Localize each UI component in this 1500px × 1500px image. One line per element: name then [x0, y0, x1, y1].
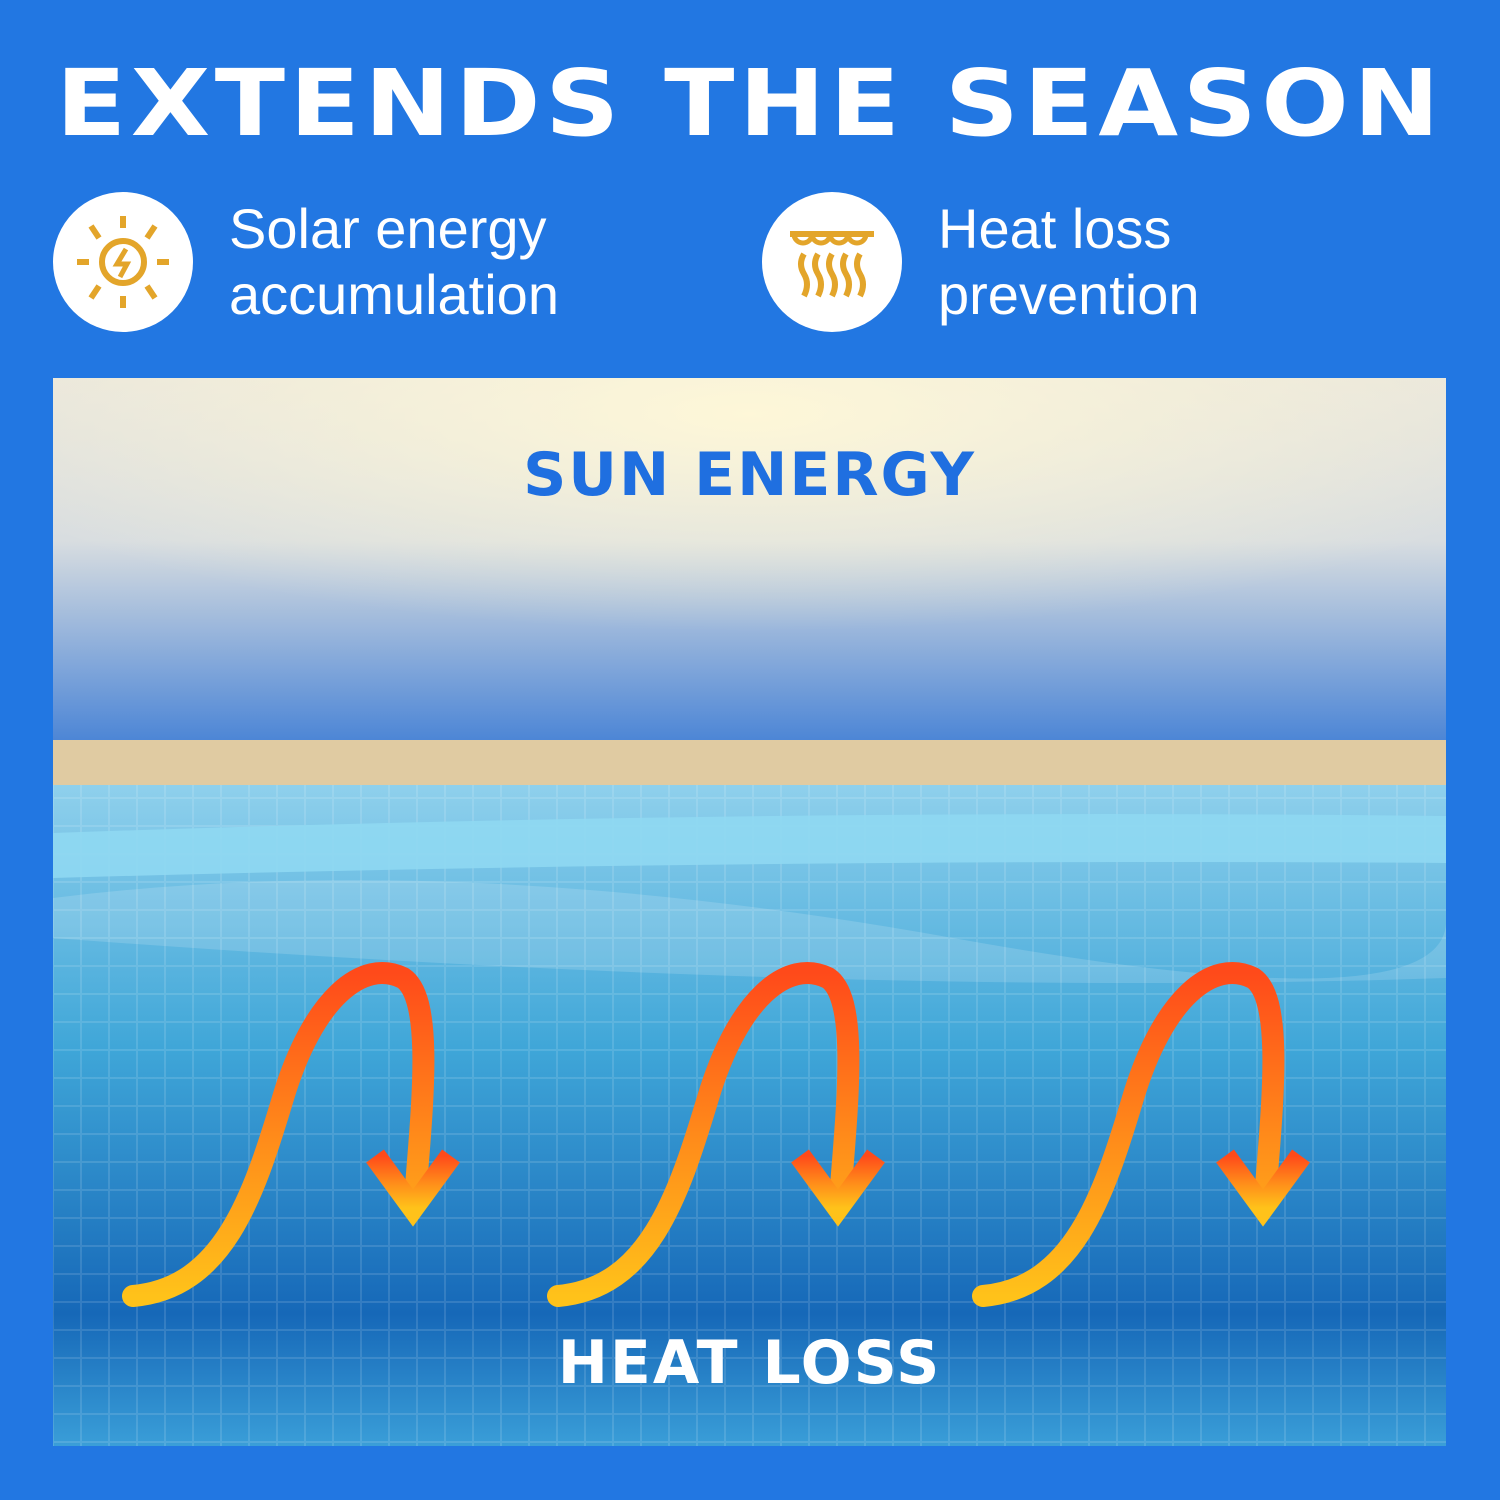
heat-loss-label: HEAT LOSS	[557, 1328, 942, 1398]
heat-arrow-2	[547, 962, 885, 1307]
page-title: EXTENDS THE SEASON	[55, 50, 1445, 157]
sun-energy-label: SUN ENERGY	[523, 440, 976, 510]
feature-heat-line1: Heat loss	[938, 197, 1172, 260]
sun-bolt-icon	[53, 192, 193, 332]
heat-arrow-3	[972, 962, 1310, 1307]
cover-heat-waves-icon	[762, 192, 902, 332]
feature-heat-line2: prevention	[938, 263, 1200, 326]
pool-illustration: SUN ENERGY HEAT LOSS	[53, 378, 1446, 1446]
feature-heat: Heat loss prevention	[762, 192, 1200, 332]
solar-cover	[53, 814, 1446, 878]
pool-ledge	[53, 740, 1446, 785]
feature-solar-line2: accumulation	[229, 263, 559, 326]
heat-arrow-1	[122, 962, 460, 1307]
feature-solar-line1: Solar energy	[229, 197, 547, 260]
feature-solar: Solar energy accumulation	[53, 192, 559, 332]
